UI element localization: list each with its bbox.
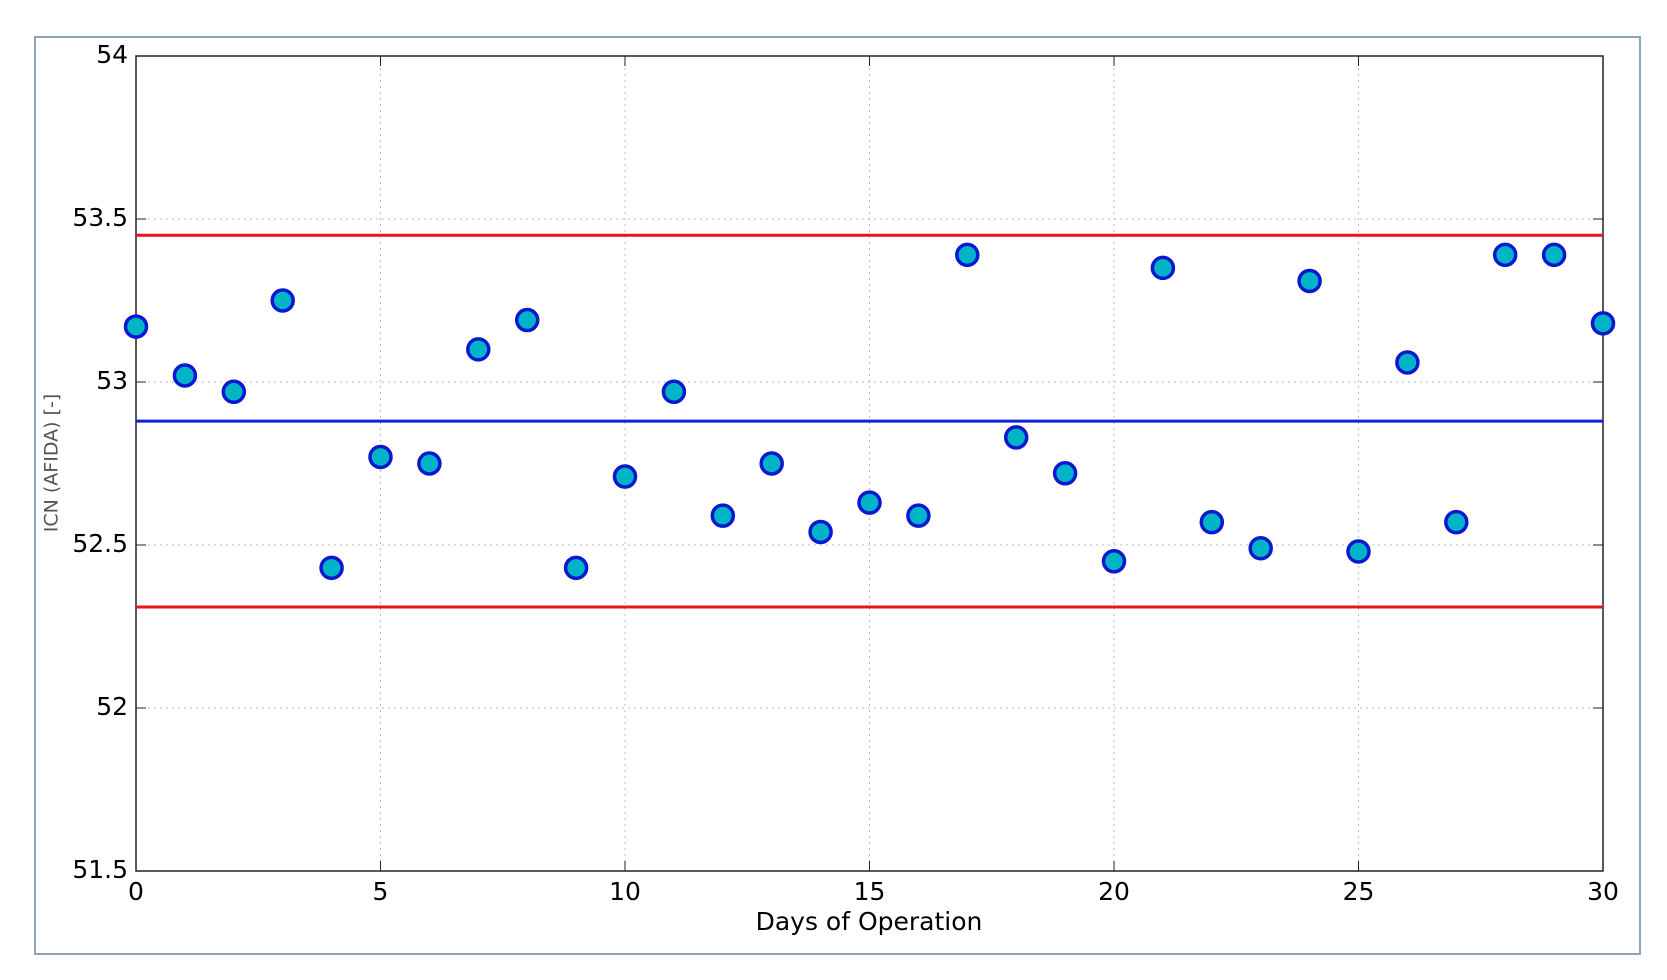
data-point bbox=[514, 307, 540, 333]
y-axis-label: ICN (AFIDA) [-] bbox=[41, 394, 63, 533]
data-point bbox=[661, 379, 687, 405]
data-point bbox=[417, 451, 442, 476]
x-tick-label: 5 bbox=[373, 877, 389, 906]
y-tick-label: 52 bbox=[96, 692, 128, 721]
x-tick-label: 15 bbox=[854, 877, 886, 906]
data-point bbox=[1297, 268, 1322, 294]
data-point bbox=[1590, 311, 1616, 336]
data-point bbox=[221, 379, 247, 405]
data-point bbox=[270, 288, 295, 313]
x-tick-label: 30 bbox=[1587, 877, 1619, 906]
data-point bbox=[563, 555, 589, 581]
data-point bbox=[1444, 509, 1469, 535]
data-point bbox=[612, 464, 638, 489]
data-point bbox=[857, 490, 882, 515]
data-point bbox=[319, 555, 344, 581]
data-point bbox=[1541, 242, 1567, 268]
data-point bbox=[1199, 509, 1225, 535]
x-tick-label: 25 bbox=[1343, 877, 1375, 906]
data-point bbox=[368, 444, 393, 470]
data-point bbox=[759, 451, 784, 476]
y-tick-label: 53 bbox=[96, 366, 128, 395]
y-tick-label: 52.5 bbox=[72, 529, 128, 558]
y-tick-label: 53.5 bbox=[72, 203, 128, 232]
data-point bbox=[1395, 350, 1420, 375]
data-point bbox=[1492, 242, 1518, 268]
y-tick-label: 51.5 bbox=[72, 855, 128, 884]
data-point bbox=[123, 314, 149, 339]
data-point bbox=[808, 519, 833, 545]
x-tick-label: 20 bbox=[1098, 877, 1130, 906]
data-point bbox=[1248, 536, 1273, 561]
data-point bbox=[955, 242, 980, 268]
data-point bbox=[1003, 425, 1029, 450]
data-point bbox=[1150, 255, 1176, 281]
outer-frame bbox=[34, 36, 1641, 955]
x-axis-label: Days of Operation bbox=[756, 907, 983, 936]
x-tick-label: 10 bbox=[609, 877, 641, 906]
data-point bbox=[906, 503, 931, 528]
data-point bbox=[1101, 549, 1127, 574]
data-point bbox=[466, 337, 491, 362]
data-point bbox=[172, 363, 198, 388]
x-tick-label: 0 bbox=[128, 877, 144, 906]
y-tick-label: 54 bbox=[96, 40, 128, 69]
data-point bbox=[710, 503, 736, 528]
data-point bbox=[1052, 461, 1078, 486]
data-point bbox=[1346, 539, 1371, 564]
